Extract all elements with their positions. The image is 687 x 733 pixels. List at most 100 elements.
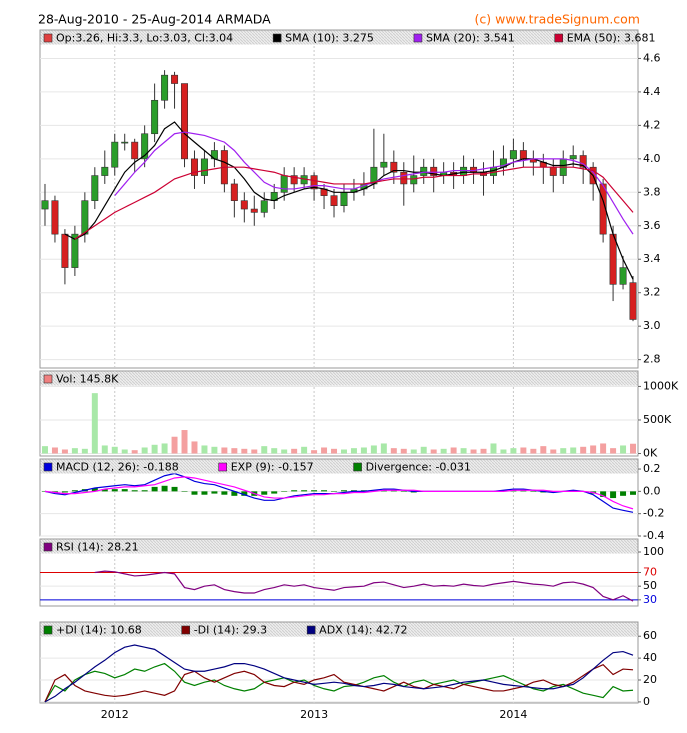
y-tick-label: 4.2 — [643, 118, 661, 131]
bar — [321, 447, 328, 454]
panel — [39, 29, 639, 369]
bar — [281, 449, 288, 454]
candle-body — [41, 200, 49, 210]
bar — [390, 448, 397, 454]
legend-swatch — [218, 462, 228, 472]
candle-body — [61, 233, 69, 268]
legend-label: MACD (12, 26): -0.188 — [56, 461, 179, 474]
bar — [171, 436, 178, 454]
bar — [61, 491, 68, 493]
bar — [181, 430, 188, 454]
candle-body — [51, 200, 59, 235]
y-tick-label: 3.0 — [643, 319, 661, 332]
y-tick-label: 3.4 — [643, 252, 661, 265]
bar — [291, 448, 298, 454]
legend-label: SMA (20): 3.541 — [426, 32, 515, 45]
candle-body — [240, 200, 248, 210]
legend-swatch — [43, 462, 53, 472]
bar — [540, 446, 547, 454]
series-line — [74, 166, 634, 240]
bar — [570, 447, 577, 454]
candle-body — [310, 175, 318, 190]
legend-swatch — [272, 33, 282, 43]
x-tick-label: 2014 — [499, 708, 527, 721]
bar — [151, 486, 158, 492]
series-line — [44, 644, 634, 703]
y-tick-label: 3.2 — [643, 286, 661, 299]
y-tick-label: -0.4 — [643, 529, 664, 542]
bar — [520, 447, 527, 454]
candle-body — [151, 99, 159, 135]
bar — [51, 447, 58, 454]
bar — [530, 491, 537, 492]
bar — [321, 490, 328, 492]
bar — [560, 448, 567, 454]
candle-body — [549, 166, 557, 176]
bar — [111, 446, 118, 454]
bar — [311, 450, 318, 454]
bar — [101, 445, 108, 454]
candle-body — [330, 195, 338, 206]
bar — [360, 447, 367, 454]
candle-body — [400, 171, 408, 185]
candle-body — [619, 267, 627, 285]
legend-label: Divergence: -0.031 — [366, 461, 471, 474]
series-line — [44, 663, 634, 703]
candle-body — [141, 133, 149, 160]
candle-body — [629, 282, 637, 320]
legend-swatch — [353, 462, 362, 472]
bar — [580, 446, 587, 454]
copyright: (c) www.tradeSignum.com — [475, 12, 640, 27]
y-tick-label: 3.8 — [643, 185, 661, 198]
bar — [590, 445, 597, 454]
bar — [141, 490, 148, 492]
bar — [201, 445, 208, 454]
x-tick-label: 2013 — [300, 708, 328, 721]
legend-swatch — [306, 625, 316, 635]
bar — [291, 490, 298, 492]
candle-body — [101, 166, 109, 176]
bar — [201, 491, 208, 495]
bar — [331, 491, 338, 492]
bar — [340, 490, 347, 492]
bar — [71, 448, 78, 454]
bar — [630, 443, 637, 454]
candle-body — [430, 166, 438, 176]
candle-body — [161, 74, 169, 101]
bar — [131, 490, 138, 492]
bar — [460, 448, 467, 454]
y-tick-label: 100 — [643, 545, 664, 558]
candle-body — [250, 208, 258, 213]
candle-body — [460, 166, 468, 176]
bar — [191, 441, 198, 454]
legend-band — [40, 459, 638, 474]
series-line — [94, 570, 634, 602]
bar — [500, 449, 507, 454]
bar — [221, 491, 228, 495]
candle-body — [380, 161, 388, 168]
legend-band — [40, 539, 638, 554]
legend-swatch — [43, 33, 53, 43]
bar — [61, 449, 68, 454]
bar — [261, 446, 268, 454]
candle-body — [340, 192, 348, 206]
bar — [350, 448, 357, 454]
y-tick-label: 4.0 — [643, 152, 661, 165]
y-tick-label: 0.0 — [643, 484, 661, 497]
candle-body — [111, 141, 119, 168]
candle-body — [71, 233, 79, 268]
y-tick-label: 40 — [643, 651, 657, 664]
bar — [550, 449, 557, 454]
bar — [91, 393, 98, 454]
bar — [281, 491, 288, 492]
candle-body — [230, 183, 238, 201]
candle-body — [290, 175, 298, 185]
bar — [231, 448, 238, 454]
bar — [630, 491, 637, 495]
bar — [400, 491, 407, 492]
chart-title: 28-Aug-2010 - 25-Aug-2014 ARMADA — [38, 12, 271, 27]
candle-body — [171, 74, 179, 84]
legend-swatch — [43, 625, 53, 635]
bar — [311, 490, 318, 492]
y-tick-label: 60 — [643, 629, 657, 642]
